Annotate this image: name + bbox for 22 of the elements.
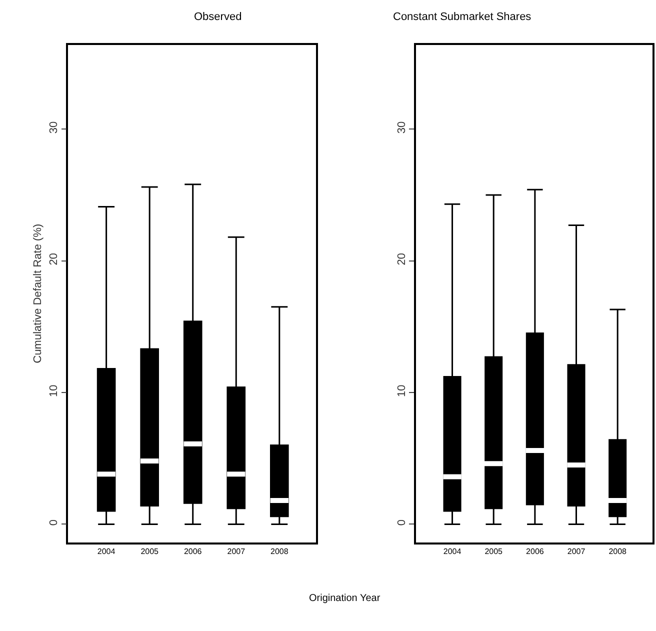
y-tick-label: 10 <box>48 384 60 397</box>
x-tick-label: 2006 <box>184 547 202 556</box>
chart-title: Observed <box>194 11 242 23</box>
x-tick-label: 2008 <box>608 547 628 556</box>
x-axis-title: Origination Year <box>309 593 381 604</box>
x-tick-label: 2004 <box>97 547 116 556</box>
y-tick-label: 30 <box>396 121 408 134</box>
x-tick-label: 2004 <box>443 547 462 556</box>
y-tick-label: 20 <box>48 253 60 266</box>
y-tick-label: 10 <box>396 384 408 397</box>
x-tick-label: 2008 <box>270 547 289 556</box>
y-tick-label: 20 <box>396 253 408 266</box>
y-tick-label: 0 <box>396 520 408 526</box>
y-axis-title: Cumulative Default Rate (%) <box>32 224 44 364</box>
x-tick-label: 2005 <box>140 547 160 556</box>
y-tick-label: 0 <box>48 520 60 526</box>
x-tick-label: 2007 <box>227 547 246 556</box>
x-tick-label: 2007 <box>567 547 586 556</box>
y-tick-label: 30 <box>48 121 60 134</box>
chart-title: Constant Submarket Shares <box>393 11 532 23</box>
x-tick-label: 2005 <box>484 547 504 556</box>
x-tick-label: 2006 <box>526 547 544 556</box>
